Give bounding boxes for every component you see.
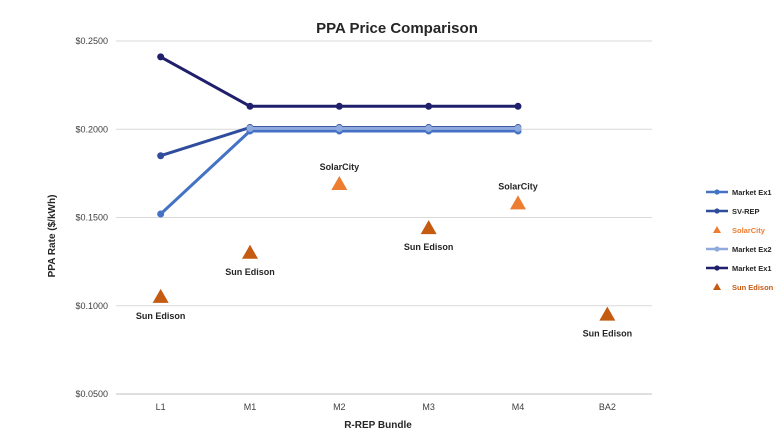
legend-swatch-point xyxy=(714,265,720,271)
triangle-marker xyxy=(331,175,348,190)
series-lines xyxy=(157,53,522,218)
data-point xyxy=(246,102,254,110)
series-markers xyxy=(152,175,616,321)
annotations: Sun Edison Sun Edison SolarCity Sun Edison S… xyxy=(136,162,632,339)
triangle-marker xyxy=(420,220,437,235)
legend-label: Market Ex1 xyxy=(732,188,772,197)
data-annotation: Sun Edison xyxy=(404,242,454,252)
x-tick-label: L1 xyxy=(156,402,166,412)
gridlines xyxy=(116,40,652,395)
x-tick-label: M4 xyxy=(512,402,525,412)
data-point xyxy=(157,53,165,61)
triangle-marker xyxy=(510,195,526,210)
x-tick-label: M3 xyxy=(422,402,435,412)
y-tick-label: $0.2500 xyxy=(75,36,108,46)
data-annotation: SolarCity xyxy=(498,181,538,191)
data-annotation: Sun Edison xyxy=(225,267,275,277)
data-point xyxy=(335,102,343,110)
y-tick-label: $0.2000 xyxy=(75,124,108,134)
legend-label: Sun Edison xyxy=(732,283,774,292)
legend-label: SolarCity xyxy=(732,226,766,235)
y-axis-label: PPA Rate ($/kWh) xyxy=(47,195,58,278)
x-axis-label: R-REP Bundle xyxy=(344,420,412,431)
triangle-marker xyxy=(242,244,258,259)
legend-swatch-point xyxy=(714,208,720,214)
triangle-marker xyxy=(599,306,616,321)
legend-label: Market Ex1 xyxy=(732,264,772,273)
x-axis-ticks: L1 M1 M2 M3 M4 BA2 xyxy=(156,402,616,412)
legend-swatch-point xyxy=(714,246,720,252)
data-annotation: SolarCity xyxy=(320,162,360,172)
x-tick-label: M1 xyxy=(244,402,257,412)
series-line xyxy=(159,129,518,216)
data-point xyxy=(335,124,343,132)
data-point xyxy=(157,152,165,160)
data-point xyxy=(514,102,522,110)
chart-title: PPA Price Comparison xyxy=(316,20,478,37)
data-point xyxy=(514,124,522,132)
legend: Market Ex1 SV-REP SolarCity Market Ex2 Marke… xyxy=(706,188,774,292)
legend-swatch-marker xyxy=(713,226,721,233)
y-tick-label: $0.0500 xyxy=(75,389,108,399)
y-tick-label: $0.1000 xyxy=(75,301,108,311)
series-line xyxy=(159,55,518,108)
data-point xyxy=(425,124,433,132)
legend-label: SV-REP xyxy=(732,207,760,216)
x-tick-label: M2 xyxy=(333,402,346,412)
y-tick-label: $0.1500 xyxy=(75,213,108,223)
x-tick-label: BA2 xyxy=(599,402,616,412)
data-point xyxy=(425,102,433,110)
data-point xyxy=(157,210,165,218)
legend-swatch-marker xyxy=(713,283,721,290)
legend-label: Market Ex2 xyxy=(732,245,772,254)
legend-swatch-point xyxy=(714,189,720,195)
y-axis-ticks: $0.0500 $0.1000 $0.1500 $0.2000 $0.2500 xyxy=(75,36,108,399)
data-annotation: Sun Edison xyxy=(583,329,633,339)
data-point xyxy=(246,124,254,132)
triangle-marker xyxy=(152,288,169,303)
data-annotation: Sun Edison xyxy=(136,311,186,321)
